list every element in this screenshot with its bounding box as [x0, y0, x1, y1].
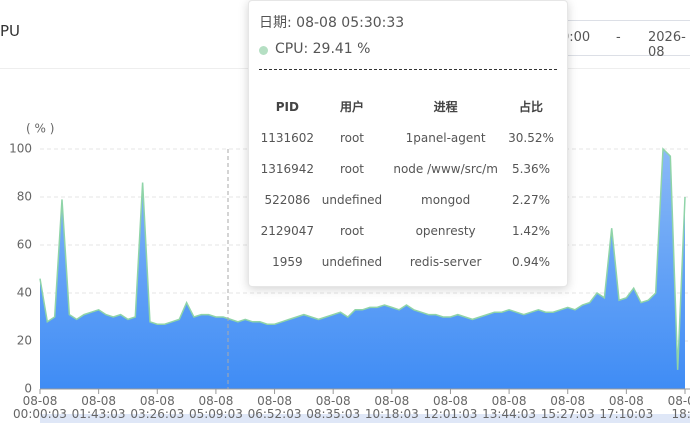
x-tick-label: 08-08 13:44:03 [482, 394, 537, 421]
table-cell: 1.42% [511, 223, 551, 238]
y-axis-label: ( % ) [26, 122, 54, 136]
table-row: 522086 undefined mongod 2.27% [257, 184, 557, 215]
table-cell: root [339, 223, 365, 238]
table-header: 占比 [518, 100, 543, 114]
tooltip-rule [259, 69, 557, 70]
x-tick-label: 08-08 18:5 [667, 394, 690, 421]
table-cell: 0.94% [511, 254, 551, 269]
x-tick-label: 08-08 10:18:03 [364, 394, 419, 421]
x-tick-label: 08-08 08:35:03 [306, 394, 361, 421]
table-cell: 2.27% [511, 192, 551, 207]
process-table: PID 用户 进程 占比 1131602 root 1panel-agent 30.52% 13… [257, 91, 557, 277]
table-cell: 1131602 [260, 130, 315, 145]
table-cell: 522086 [264, 192, 311, 207]
start-date: 0:00 [561, 30, 591, 45]
table-cell: 5.36% [511, 161, 551, 176]
x-tick-label: 08-08 15:27:03 [540, 394, 595, 421]
tooltip: 日期: 08-08 05:30:33 CPU: 29.41 % PID 用户 进程 占… [248, 0, 568, 287]
panel-title: PU [0, 22, 21, 40]
y-tick-label: 40 [17, 286, 32, 300]
x-tick-label: 08-08 06:52:03 [247, 394, 302, 421]
x-tick-label: 08-08 00:00:03 [13, 394, 67, 421]
line [39, 147, 686, 370]
x-tick-label: 08-08 17:10:03 [599, 394, 654, 421]
y-tick-label: 60 [17, 238, 32, 252]
table-cell: 1316942 [260, 161, 315, 176]
table-header: 用户 [339, 100, 364, 114]
zoom-slider[interactable] [40, 414, 690, 423]
table-cell: root [339, 161, 365, 176]
table-row: 1959 undefined redis-server 0.94% [257, 246, 557, 277]
table-cell: root [339, 130, 365, 145]
x-tick-label: 08-08 01:43:03 [71, 394, 126, 421]
table-cell: redis-server [409, 254, 482, 269]
x-tick-label: 08-08 12:01:03 [423, 394, 478, 421]
table-cell: undefined [321, 254, 383, 269]
table-row: 2129047 root openresty 1.42% [257, 215, 557, 246]
y-tick-label: 20 [17, 334, 32, 348]
y-tick-label: 80 [17, 190, 32, 204]
table-row: 1131602 root 1panel-agent 30.52% [257, 122, 557, 153]
area [40, 149, 685, 389]
tooltip-date: 日期: 08-08 05:30:33 [259, 15, 405, 31]
table-cell: 1panel-agent [405, 130, 486, 145]
table-cell: 2129047 [260, 223, 315, 238]
table-row: 1316942 root node /www/src/m 5.36% [257, 153, 557, 184]
x-tick-label: 08-08 05:09:03 [188, 394, 243, 421]
table-header: PID [275, 99, 299, 114]
table-header: 进程 [433, 100, 458, 114]
tooltip-value: CPU: 29.41 % [275, 41, 371, 57]
table-cell: mongod [421, 192, 471, 207]
y-tick-label: 100 [9, 142, 32, 156]
date-range[interactable]: 0:00 - 2026-08 [555, 20, 690, 60]
tooltip-dot [259, 46, 268, 55]
table-cell: openresty [415, 223, 476, 238]
table-cell: node /www/src/m [393, 161, 498, 176]
table-cell: 30.52% [508, 130, 554, 145]
table-cell: undefined [321, 192, 383, 207]
table-cell: 1959 [272, 254, 303, 269]
end-date: 2026-08 [648, 30, 686, 60]
y-tick-label: 0 [24, 382, 32, 396]
x-tick-label: 08-08 03:26:03 [130, 394, 185, 421]
separator: - [616, 30, 621, 45]
